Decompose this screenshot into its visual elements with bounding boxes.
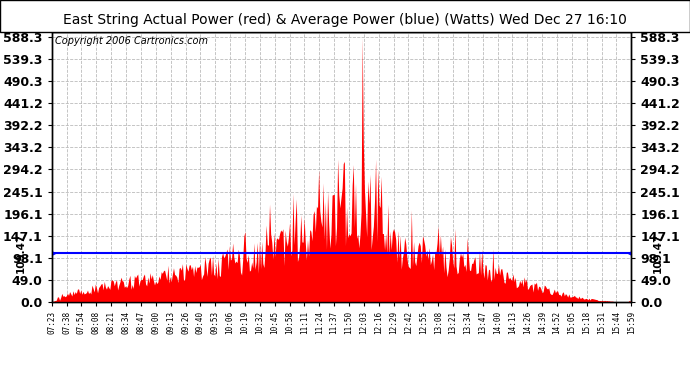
Text: 109.47: 109.47 bbox=[653, 232, 662, 273]
Text: 109.47: 109.47 bbox=[16, 232, 26, 273]
Text: Copyright 2006 Cartronics.com: Copyright 2006 Cartronics.com bbox=[55, 36, 208, 46]
Text: East String Actual Power (red) & Average Power (blue) (Watts) Wed Dec 27 16:10: East String Actual Power (red) & Average… bbox=[63, 13, 627, 27]
Text: East String Actual Power (red) & Average Power (blue) (Watts) Wed Dec 27 16:10: East String Actual Power (red) & Average… bbox=[63, 13, 627, 27]
